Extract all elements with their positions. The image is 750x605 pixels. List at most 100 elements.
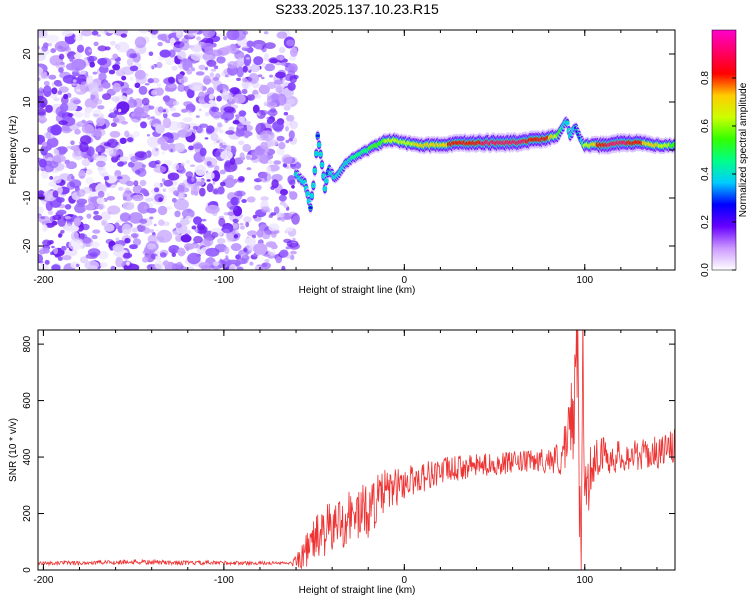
noise-blob [41,170,49,179]
ridge-mark [315,134,320,138]
noise-blob [148,105,155,110]
noise-blob [147,78,154,84]
noise-blob [191,85,204,92]
noise-blob [179,40,190,51]
noise-blob [71,225,80,232]
noise-blob [261,263,268,267]
noise-blob [268,249,276,256]
noise-blob [81,30,93,37]
noise-blob [157,41,163,47]
noise-blob [42,224,48,232]
noise-blob [156,61,163,69]
noise-blob [161,151,166,155]
noise-blob [38,87,44,94]
noise-blob [79,81,90,93]
noise-blob [133,107,145,115]
colorbar: 0.0 0.2 0.4 0.6 0.8 Normalized spectral ampl… [700,29,749,277]
noise-blob [220,181,226,187]
noise-blob [219,169,226,175]
noise-blob [210,264,222,270]
noise-blob [206,179,211,182]
noise-blob [129,76,134,81]
noise-blob [155,229,160,232]
noise-blob [220,114,226,120]
noise-blob [210,106,220,112]
noise-blob [195,71,205,76]
noise-blob [244,237,256,246]
noise-blob [154,87,164,96]
noise-blob [106,30,116,34]
noise-blob [216,95,222,102]
noise-blob [112,244,124,252]
noise-blob [147,243,156,250]
noise-blob [181,208,195,219]
figure-title: S233.2025.137.10.23.R15 [275,1,439,17]
noise-blob [186,88,195,99]
noise-blob [42,239,52,247]
noise-blob [285,126,289,132]
colorbar-gradient [711,29,737,271]
noise-blob [141,97,150,106]
noise-blob [238,176,245,182]
noise-blob [185,246,190,252]
noise-blob [90,181,93,184]
noise-blob [218,129,224,134]
noise-blob [283,203,288,208]
noise-blob [75,263,80,268]
noise-blob [58,120,68,126]
noise-blob [97,45,107,52]
noise-blob [106,193,111,197]
noise-blob [95,183,108,195]
noise-blob [187,252,201,265]
snr-line [38,330,675,570]
ridge-mark [308,206,313,210]
noise-blob [157,205,168,216]
noise-blob [51,264,61,270]
noise-blob [106,138,118,149]
noise-blob [191,67,195,72]
noise-blob [186,69,193,75]
y-tick-label: 800 [22,335,33,352]
y-tick-label: 0 [22,567,33,573]
noise-blob [230,197,240,206]
noise-blob [134,48,139,52]
noise-blob [276,31,288,39]
noise-blob [289,74,298,84]
noise-blob [276,135,285,142]
noise-blob [59,61,65,65]
noise-blob [179,218,190,226]
noise-blob [206,161,212,166]
noise-blob [238,110,247,117]
noise-blob [174,210,181,218]
noise-blob [38,206,44,214]
noise-blob [92,229,101,234]
noise-blob [52,154,66,163]
noise-blob [38,30,45,38]
noise-blob [119,137,127,144]
noise-blob [200,264,212,270]
noise-blob [234,50,245,60]
noise-blob [235,229,240,234]
noise-blob [51,245,55,249]
noise-blob [163,179,174,187]
noise-blob [223,35,228,41]
noise-blob [193,216,202,225]
noise-blob [199,187,206,197]
noise-blob [275,71,286,79]
noise-blob [279,56,283,61]
noise-blob [72,79,77,83]
noise-blob [70,140,75,145]
noise-blob [235,129,245,137]
noise-blob [177,129,189,138]
noise-blob [201,156,206,161]
noise-blob [270,58,278,64]
noise-blob [250,64,261,73]
noise-blob [123,263,140,270]
noise-blob [96,197,105,205]
noise-blob [73,111,84,118]
noise-blob [38,77,41,82]
noise-blob [168,244,180,254]
noise-blob [138,85,148,95]
noise-blob [56,209,67,215]
noise-blob [61,255,72,261]
